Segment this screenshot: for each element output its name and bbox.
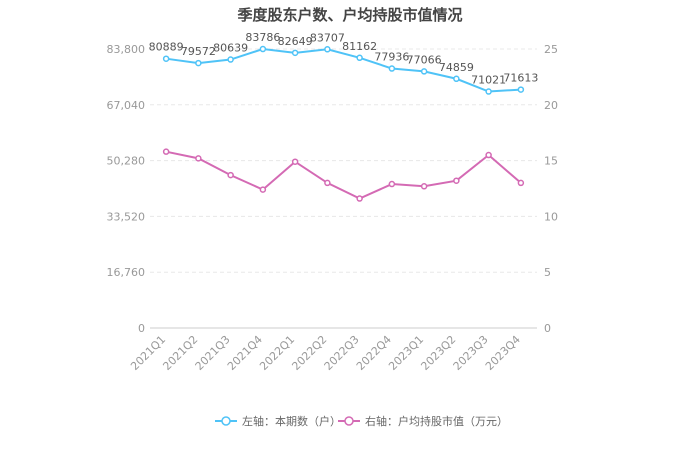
legend-marker <box>344 416 354 426</box>
data-label: 83786 <box>245 31 280 44</box>
data-point <box>485 151 492 159</box>
left-axis-tick-label: 16,760 <box>107 266 146 279</box>
left-axis-tick-label: 83,800 <box>107 43 146 56</box>
legend-label: 左轴：本期数（户） <box>242 414 341 428</box>
data-point <box>259 45 267 53</box>
data-label: 77936 <box>374 51 409 64</box>
data-point <box>388 180 396 188</box>
data-point <box>485 88 492 95</box>
data-label: 82649 <box>278 35 313 48</box>
data-label: 77066 <box>407 53 442 66</box>
data-point <box>453 75 460 83</box>
data-point <box>420 183 428 190</box>
data-point <box>291 158 299 165</box>
chart-title: 季度股东户数、户均持股市值情况 <box>237 6 463 24</box>
data-point <box>195 155 202 162</box>
data-point <box>388 65 396 72</box>
data-point <box>453 177 460 184</box>
right-axis-tick-label: 10 <box>544 210 558 223</box>
right-axis-tick-label: 15 <box>544 155 558 168</box>
data-label: 83707 <box>310 31 345 44</box>
legend-label: 右轴：户均持股市值（万元） <box>365 414 508 428</box>
data-point <box>195 59 202 67</box>
data-point <box>227 56 234 63</box>
left-axis-tick-label: 0 <box>138 322 145 335</box>
right-axis-tick-label: 5 <box>544 266 551 279</box>
data-point <box>324 179 331 187</box>
left-axis-tick-label: 67,040 <box>107 99 146 112</box>
data-point <box>162 55 170 62</box>
data-label: 74859 <box>439 61 474 74</box>
left-axis-tick-label: 33,520 <box>107 210 146 223</box>
series-line <box>165 48 521 93</box>
left-axis-ticks: 0 16,760 33,520 50,280 67,040 83,800 <box>107 43 146 335</box>
data-label: 80889 <box>149 41 184 54</box>
data-point <box>227 171 234 179</box>
data-label: 71613 <box>503 72 538 85</box>
series-line <box>165 150 522 200</box>
right-axis-tick-label: 0 <box>544 322 551 335</box>
data-label: 80639 <box>213 42 248 55</box>
x-axis-tick-label: 2023Q4 <box>483 333 523 373</box>
right-axis-tick-label: 20 <box>544 99 558 112</box>
data-point <box>517 179 525 187</box>
left-axis-tick-label: 50,280 <box>107 155 146 168</box>
data-point <box>162 148 170 155</box>
data-point <box>356 54 363 62</box>
gridlines <box>150 48 537 329</box>
data-point <box>259 186 267 193</box>
data-point <box>420 68 428 75</box>
x-axis-ticks: 2021Q12021Q22021Q32021Q42022Q12022Q22022… <box>128 333 523 373</box>
data-label: 81162 <box>342 40 377 53</box>
data-label: 79572 <box>181 45 216 58</box>
series-layer: 8088979572806398378682649837078116277936… <box>149 31 538 202</box>
legend-marker <box>221 416 231 426</box>
data-label: 71021 <box>471 74 506 87</box>
right-axis-ticks: 0 5 10 15 20 25 <box>544 43 558 335</box>
data-point <box>517 86 525 93</box>
legend: 左轴：本期数（户） 右轴：户均持股市值（万元） <box>215 414 508 428</box>
data-point <box>324 46 331 53</box>
data-point <box>291 49 299 57</box>
right-axis-tick-label: 25 <box>544 43 558 56</box>
data-point <box>356 195 363 202</box>
